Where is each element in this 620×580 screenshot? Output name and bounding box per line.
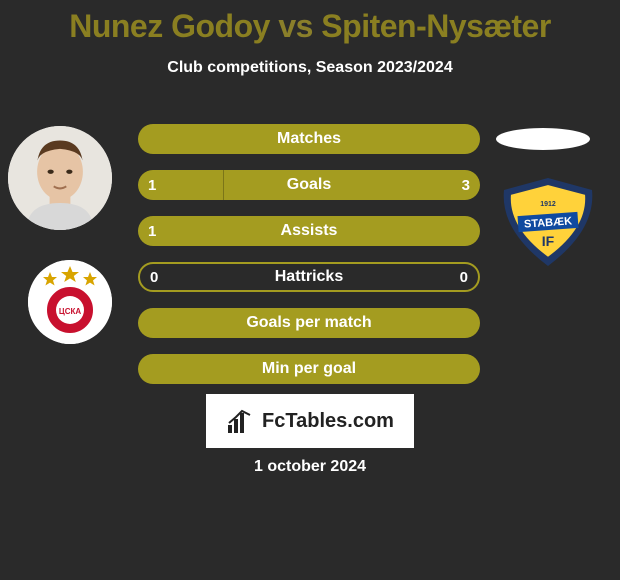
- comparison-title: Nunez Godoy vs Spiten-Nysæter: [0, 0, 620, 45]
- stat-bar-label: Matches: [138, 124, 480, 154]
- player-b-name: Spiten-Nysæter: [321, 8, 551, 44]
- player-a-avatar: [8, 126, 112, 230]
- stat-bar: Assists1: [138, 216, 480, 246]
- stat-bar-value-a: 1: [148, 216, 156, 246]
- fctables-badge[interactable]: FcTables.com: [206, 394, 414, 448]
- cska-badge-icon: ЦСКА: [28, 260, 112, 344]
- stat-bar-label: Assists: [138, 216, 480, 246]
- stabaek-badge-icon: STABÆK 1912 IF: [496, 176, 600, 268]
- player-a-name: Nunez Godoy: [69, 8, 270, 44]
- player-b-avatar: [496, 128, 590, 150]
- fctables-brand-text: FcTables.com: [262, 410, 394, 433]
- stat-bar: Min per goal: [138, 354, 480, 384]
- stat-bar-value-b: 3: [462, 170, 470, 200]
- stat-bar-label: Goals: [138, 170, 480, 200]
- stat-bar: Matches: [138, 124, 480, 154]
- stat-bar-value-b: 0: [460, 264, 468, 290]
- player-b-club-badge: STABÆK 1912 IF: [496, 176, 600, 268]
- stat-bar: Goals per match: [138, 308, 480, 338]
- vs-text: vs: [270, 8, 321, 44]
- cska-text: ЦСКА: [59, 307, 82, 316]
- stat-bar: Hattricks0 0: [138, 262, 480, 292]
- player-a-face-icon: [8, 126, 112, 230]
- stat-bar-value-a: 0: [150, 264, 158, 290]
- stat-bar-label: Hattricks: [140, 264, 478, 290]
- stat-bar-value-a: 1: [148, 170, 156, 200]
- comparison-bars: MatchesGoals13Assists1Hattricks00Goals p…: [138, 124, 480, 400]
- stat-bar-label: Goals per match: [138, 308, 480, 338]
- stat-bar-label: Min per goal: [138, 354, 480, 384]
- stabaek-year: 1912: [540, 201, 556, 208]
- fctables-logo-icon: [226, 407, 254, 435]
- stabaek-if: IF: [542, 233, 555, 249]
- season-subtitle: Club competitions, Season 2023/2024: [0, 59, 620, 77]
- comparison-date: 1 october 2024: [0, 458, 620, 476]
- stat-bar: Goals1 3: [138, 170, 480, 200]
- player-a-club-badge: ЦСКА: [28, 260, 112, 344]
